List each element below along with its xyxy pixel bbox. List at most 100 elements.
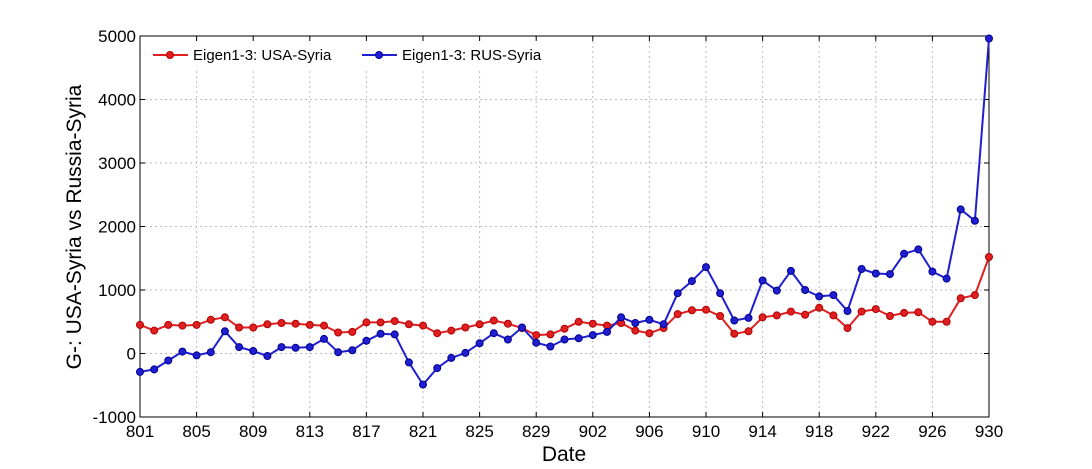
data-point-usa-syria (716, 312, 725, 320)
data-point-rus-syria (291, 343, 300, 352)
legend-marker-rus (375, 51, 383, 59)
data-point-rus-syria (320, 334, 328, 343)
legend-marker-usa (166, 51, 174, 59)
data-point-rus-syria (136, 367, 144, 376)
data-point-rus-syria (970, 216, 979, 225)
data-point-rus-syria (603, 327, 611, 336)
data-point-rus-syria (843, 307, 852, 315)
x-tick-label: 817 (352, 422, 380, 441)
data-point-usa-syria (588, 319, 597, 328)
data-point-rus-syria (489, 329, 498, 338)
x-axis-title: Date (542, 443, 586, 466)
data-point-rus-syria (362, 336, 371, 345)
x-tick-label: 930 (975, 422, 1003, 441)
data-point-rus-syria (744, 313, 753, 322)
data-point-rus-syria (404, 358, 413, 367)
data-point-usa-syria (164, 320, 173, 329)
data-point-usa-syria (702, 305, 710, 314)
data-point-usa-syria (235, 323, 244, 332)
data-point-usa-syria (970, 291, 979, 300)
data-point-usa-syria (220, 313, 229, 322)
data-point-rus-syria (433, 364, 442, 373)
data-point-rus-syria (461, 348, 470, 357)
x-tick-label: 906 (635, 422, 663, 441)
data-point-usa-syria (178, 321, 187, 330)
data-point-rus-syria (631, 319, 640, 327)
data-point-usa-syria (489, 316, 498, 325)
data-point-rus-syria (829, 291, 838, 300)
data-point-rus-syria (503, 335, 512, 344)
data-point-usa-syria (942, 317, 951, 326)
data-point-rus-syria (900, 249, 909, 258)
data-point-usa-syria (362, 318, 371, 327)
data-point-usa-syria (249, 323, 258, 332)
data-point-rus-syria (249, 347, 258, 355)
x-tick-label: 922 (862, 422, 890, 441)
data-point-rus-syria (164, 356, 173, 365)
data-point-rus-syria (334, 348, 343, 357)
data-point-usa-syria (815, 303, 824, 312)
series-layer (136, 34, 993, 389)
data-point-rus-syria (687, 277, 696, 286)
data-point-usa-syria (744, 327, 753, 336)
data-point-rus-syria (560, 335, 569, 344)
data-point-rus-syria (348, 346, 357, 355)
data-point-usa-syria (985, 253, 993, 261)
data-point-usa-syria (687, 306, 696, 315)
data-point-usa-syria (348, 327, 357, 336)
y-tick-label: 5000 (98, 27, 136, 46)
x-tick-label: 801 (126, 422, 154, 441)
data-point-rus-syria (376, 329, 385, 338)
data-point-rus-syria (617, 313, 626, 322)
y-tick-label: 4000 (98, 91, 136, 110)
y-tick-label: -1000 (93, 408, 136, 427)
data-point-usa-syria (334, 328, 343, 337)
data-point-usa-syria (532, 331, 541, 340)
data-point-usa-syria (829, 311, 838, 320)
data-point-usa-syria (574, 317, 583, 326)
data-point-rus-syria (220, 327, 229, 336)
data-point-usa-syria (631, 326, 640, 335)
data-point-usa-syria (673, 310, 682, 319)
data-point-usa-syria (320, 321, 328, 330)
legend: Eigen1-3: USA-Syria Eigen1-3: RUS-Syria (146, 41, 584, 71)
x-tick-label: 805 (182, 422, 210, 441)
data-point-usa-syria (645, 329, 654, 338)
data-point-usa-syria (461, 323, 470, 332)
data-point-rus-syria (235, 343, 244, 352)
data-point-usa-syria (447, 326, 456, 335)
data-point-rus-syria (928, 267, 937, 276)
data-point-rus-syria (475, 339, 484, 348)
data-point-rus-syria (532, 338, 541, 347)
data-point-usa-syria (758, 313, 767, 322)
data-point-usa-syria (560, 324, 569, 333)
data-point-rus-syria (574, 334, 583, 343)
y-tick-label: 3000 (98, 154, 136, 173)
data-point-rus-syria (914, 245, 923, 254)
data-point-usa-syria (843, 324, 852, 333)
x-tick-label: 821 (409, 422, 437, 441)
series-rus-syria (136, 34, 993, 389)
data-point-usa-syria (772, 311, 781, 320)
data-point-rus-syria (546, 342, 555, 351)
data-point-rus-syria (801, 286, 810, 294)
legend-label-usa: Eigen1-3: USA-Syria (193, 47, 332, 64)
data-point-usa-syria (376, 318, 385, 327)
data-point-usa-syria (730, 329, 739, 338)
x-tick-label: 829 (522, 422, 550, 441)
grid-lines (140, 36, 989, 417)
data-point-rus-syria (985, 34, 993, 43)
data-point-rus-syria (716, 289, 725, 298)
data-point-rus-syria (886, 270, 894, 279)
data-point-usa-syria (136, 320, 144, 329)
data-point-usa-syria (291, 319, 300, 328)
data-point-rus-syria (305, 343, 314, 352)
data-point-usa-syria (928, 317, 937, 326)
data-point-rus-syria (772, 286, 781, 295)
x-tick-label: 926 (918, 422, 946, 441)
y-tick-label: 1000 (98, 281, 136, 300)
data-point-rus-syria (871, 269, 880, 278)
x-tick-label: 809 (239, 422, 267, 441)
axes: -1000 0 1000 2000 3000 4000 5000 801 805 809 813 81… (93, 27, 1004, 441)
